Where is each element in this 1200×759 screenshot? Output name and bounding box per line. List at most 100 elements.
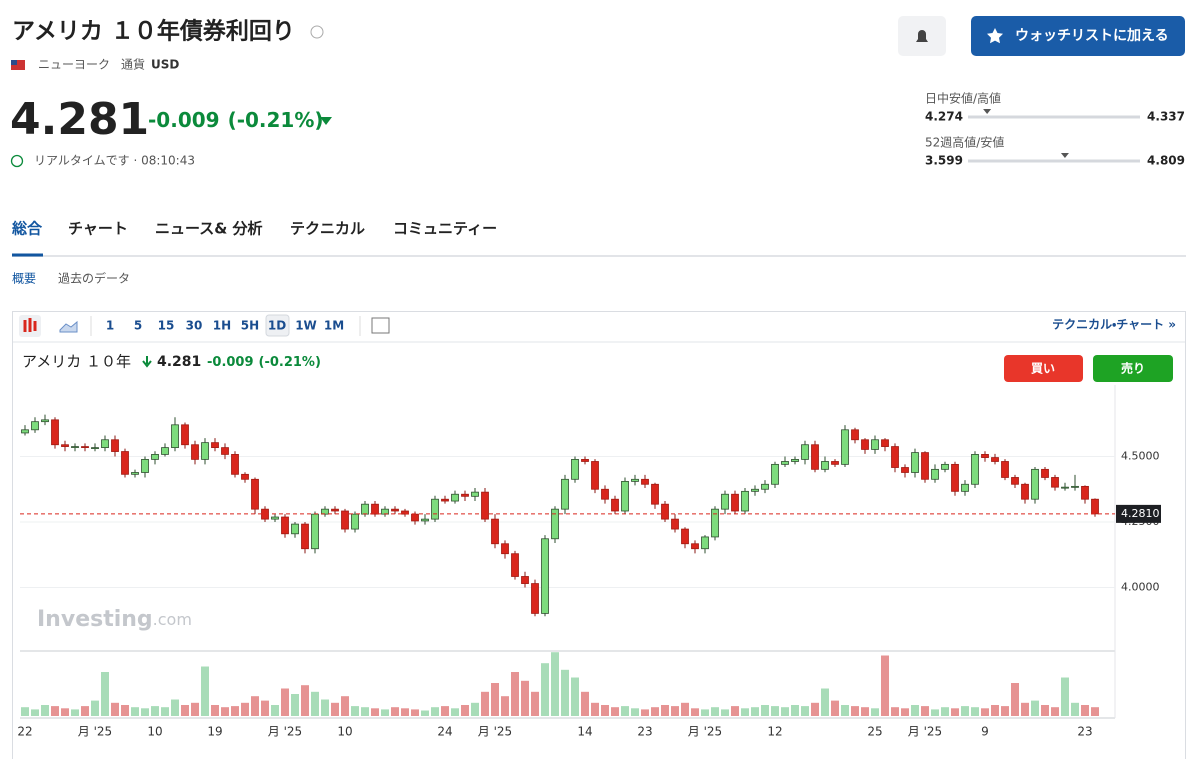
change-pct: (-0.21%) [228,108,324,132]
candle-body [861,439,869,450]
clock-icon [10,154,24,168]
candle-body [1011,477,1019,485]
volume-bar [511,672,519,716]
candle-body [721,493,729,510]
candle-body [71,446,79,448]
volume-bar [191,702,199,716]
candle-body [621,480,629,512]
tab[interactable]: テクニカル [290,220,365,238]
volume-bar [341,696,349,716]
volume-bar [851,706,859,716]
currency-label: 通貨 [121,57,145,72]
volume-bar [431,707,439,716]
tab[interactable]: コミュニティー [393,220,497,238]
candle-body [141,458,149,473]
subtab[interactable]: 概要 [12,272,36,286]
interval[interactable]: 1 [106,319,114,333]
candle-body [171,424,179,449]
candle-body [361,503,369,515]
volume-bar [1091,707,1099,716]
candle-body [21,429,29,434]
last-price-label: 4.2810 [1121,507,1160,520]
candle-body [951,463,959,492]
candle-body [341,510,349,530]
candle-body [241,473,249,480]
x-tick-label: 月 '25 [78,725,112,739]
range-label: 52週高値/安値 [925,135,1004,150]
technical-chart-link[interactable]: テクニカル・チャート » [1052,318,1176,332]
candle-body [661,503,669,520]
volume-bar [381,709,389,716]
interval[interactable]: 30 [186,319,203,333]
candle-body [961,483,969,492]
volume-bar [151,706,159,716]
tab[interactable]: ニュース& 分析 [155,220,263,238]
candle-body [251,478,259,510]
volume-bar [651,707,659,716]
legend-change-value: -0.009 [207,355,254,370]
candle-icon [23,318,37,332]
interval[interactable]: 5H [241,319,259,333]
calendar-icon[interactable] [371,317,390,334]
candle-body [451,493,459,502]
flag-canton [11,60,17,65]
interval[interactable]: 5 [134,319,142,333]
legend-arrow [142,356,152,368]
interval[interactable]: 1M [324,319,344,333]
volume-bar [761,705,769,716]
subtab[interactable]: 過去のデータ [58,271,130,286]
volume-bar [161,707,169,716]
tab[interactable]: チャート [68,220,128,238]
exchange: ニューヨーク [38,58,110,72]
info-icon[interactable] [310,25,324,39]
candle-body [431,498,439,520]
x-tick-label: 月 '25 [908,725,942,739]
volume-bar [711,707,719,716]
interval[interactable]: 1H [213,319,231,333]
area-icon[interactable] [59,320,78,333]
candle-body [311,513,319,550]
volume-bar [131,707,139,716]
candle-body [981,454,989,458]
candle-body [701,536,709,550]
volume-bar [461,705,469,716]
candle-body [841,429,849,465]
watermark-brand: Investing [37,607,153,632]
interval[interactable]: 15 [158,319,175,333]
x-tick-label: 19 [207,725,222,739]
candle-body [821,461,829,470]
volume-bar [321,699,329,716]
volume-bar [581,691,589,716]
volume-bar [941,707,949,716]
tab[interactable]: 総合 [11,220,43,238]
volume-bar [631,708,639,716]
sell-button[interactable] [1093,355,1173,382]
volume-bar [361,707,369,716]
x-tick-label: 9 [981,725,989,739]
candle-body [1071,485,1079,488]
legend-change-pct: (-0.21%) [259,355,321,370]
volume-bar [61,708,69,716]
volume-bar [101,672,109,716]
volume-bar [201,666,209,716]
candle-body [481,491,489,520]
volume-bar [831,700,839,716]
volume-bar [971,707,979,716]
volume-bar [241,702,249,716]
interval[interactable]: 1W [295,319,317,333]
volume-bar [911,705,919,716]
candle-body [691,543,699,550]
candle-body [1081,485,1089,500]
candle-body [221,447,229,455]
candle-body [1021,483,1029,500]
interval[interactable]: 1D [268,319,286,333]
volume-bar [331,702,339,716]
candle-body [1031,468,1039,500]
volume-bar [41,705,49,716]
buy-button[interactable] [1004,355,1083,382]
watchlist-button[interactable] [971,16,1185,56]
volume-bar [601,705,609,716]
candle-body [41,419,49,423]
volume-bar [481,691,489,716]
